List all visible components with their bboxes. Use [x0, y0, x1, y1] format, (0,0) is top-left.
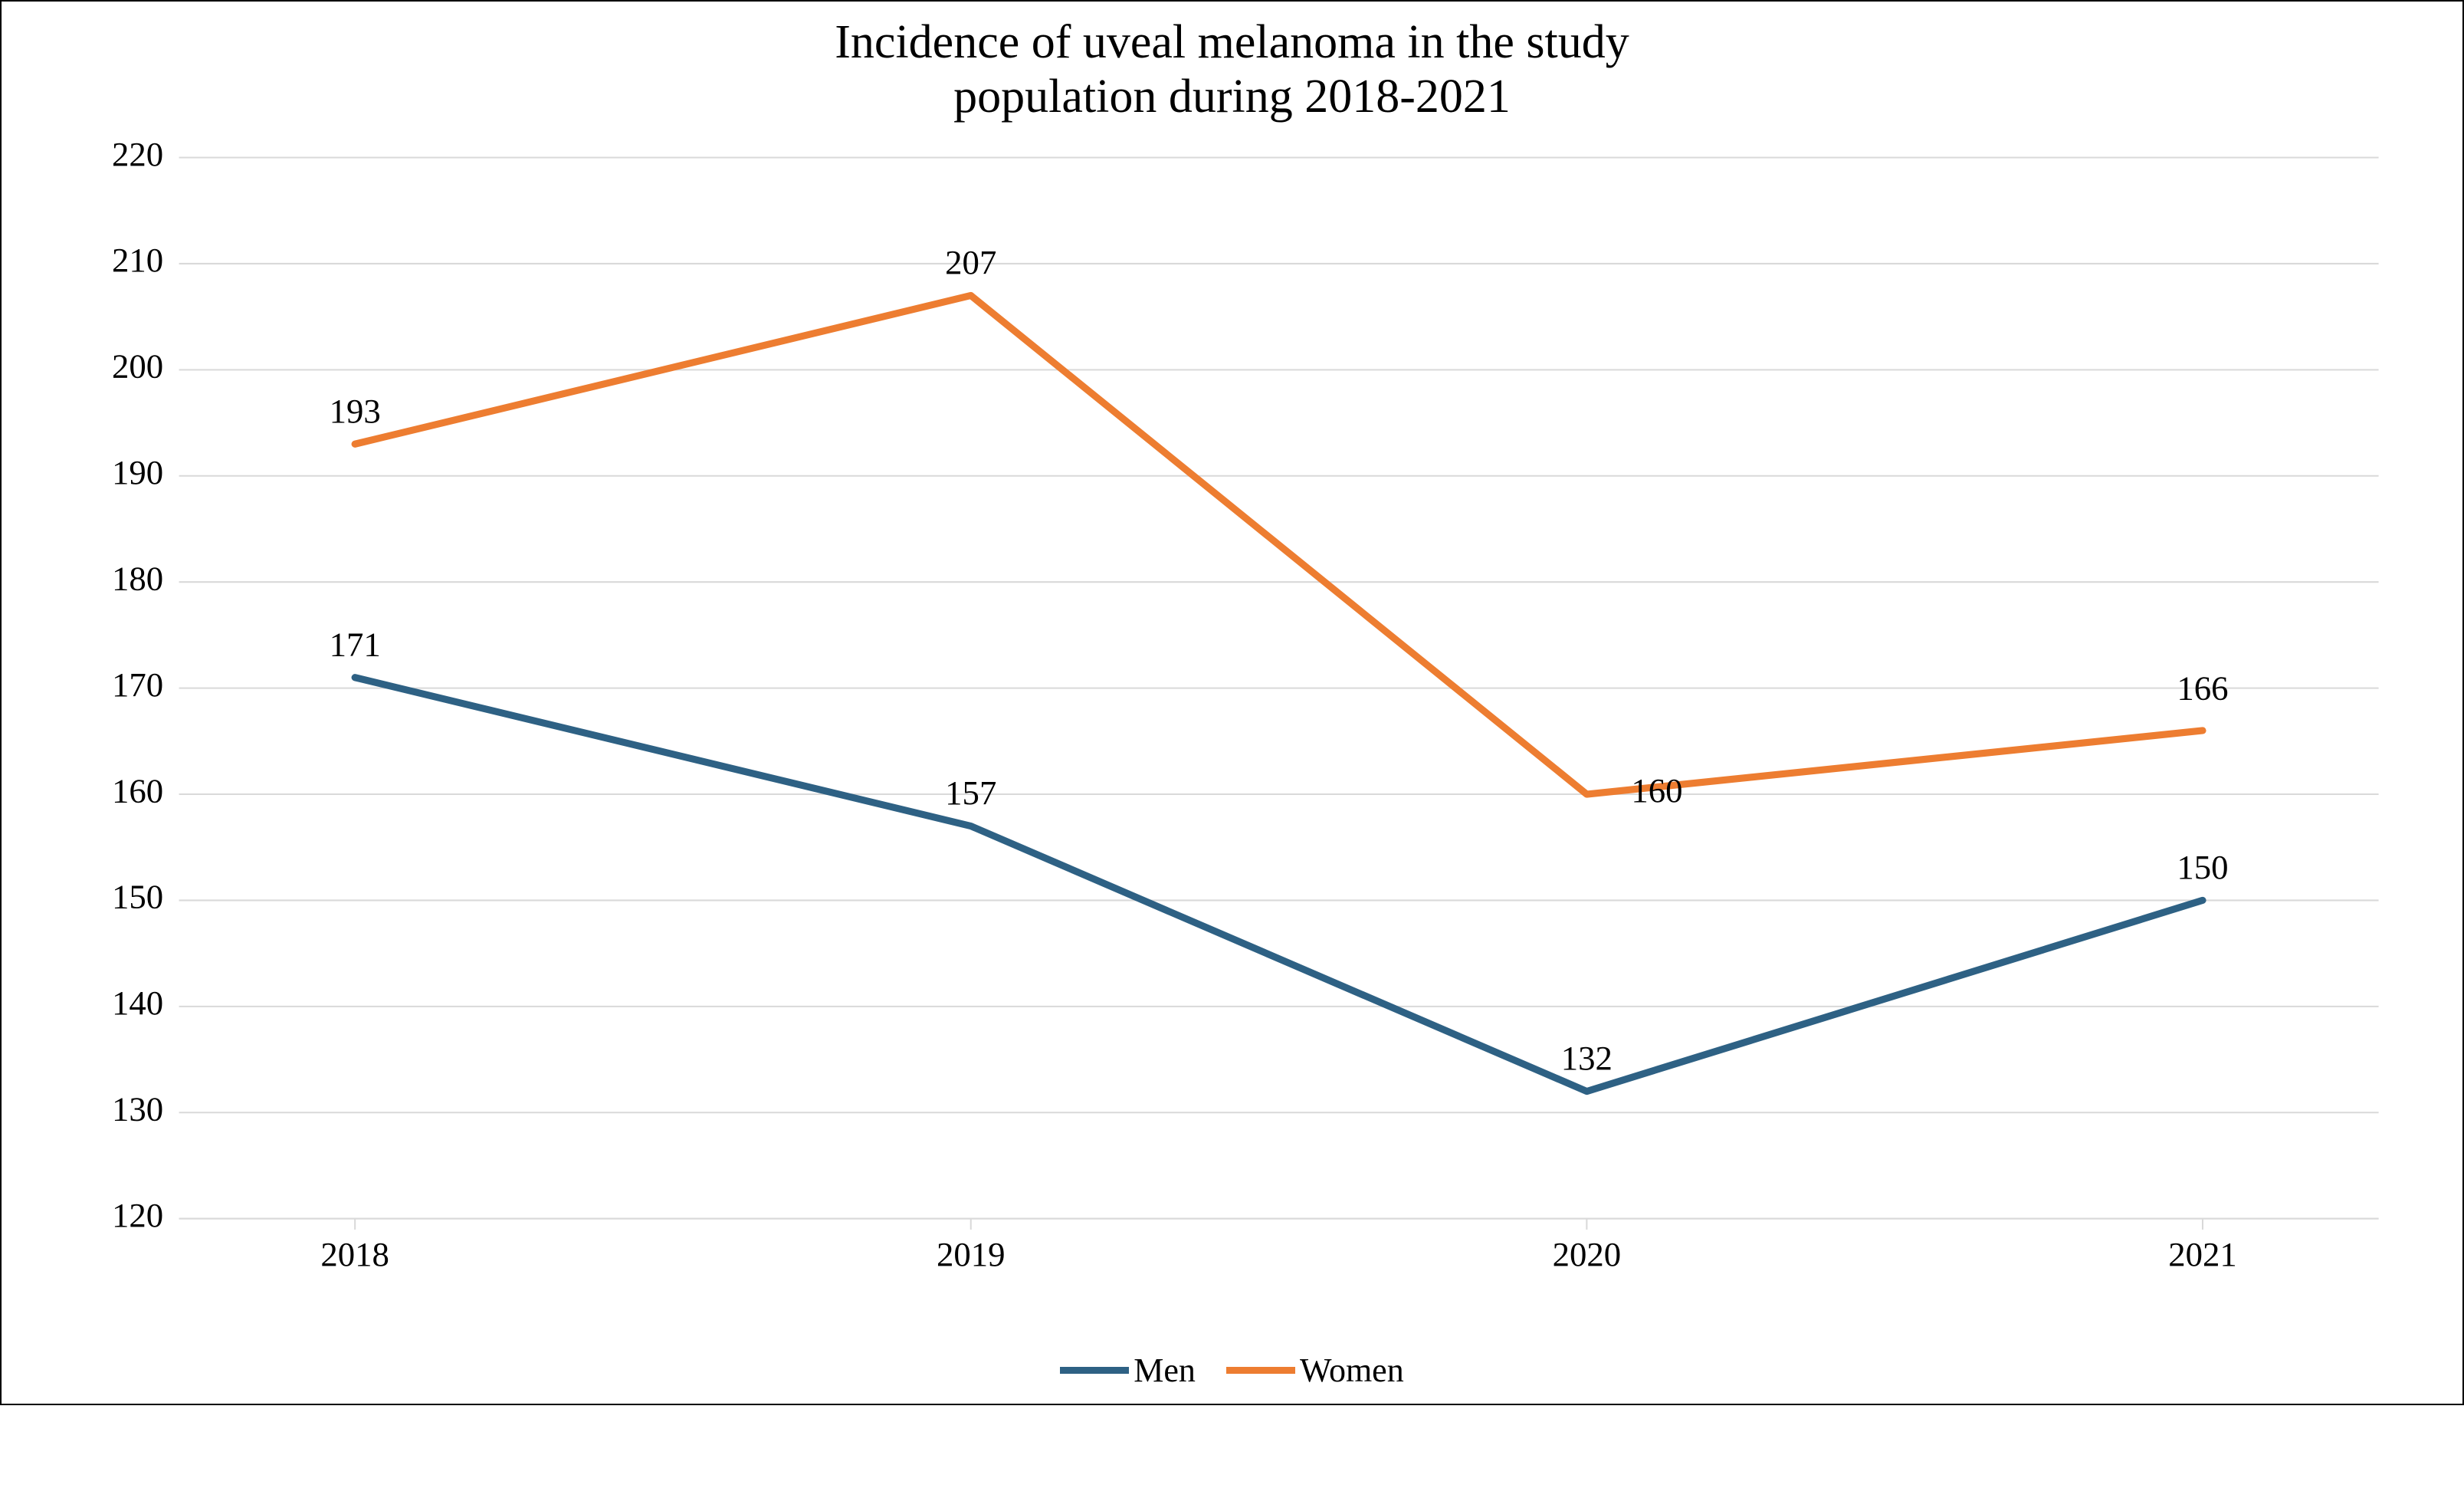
y-tick-label: 200 — [112, 347, 163, 385]
y-tick-label: 210 — [112, 241, 163, 279]
series-line-men — [355, 677, 2203, 1091]
data-label: 150 — [2177, 848, 2228, 886]
data-label: 171 — [330, 625, 381, 663]
data-label: 160 — [1631, 771, 1682, 810]
x-tick-label: 2020 — [1553, 1235, 1622, 1273]
x-tick-label: 2021 — [2168, 1235, 2237, 1273]
chart-title: Incidence of uveal melanoma in the study… — [23, 15, 2441, 125]
y-tick-label: 180 — [112, 559, 163, 597]
y-tick-label: 190 — [112, 453, 163, 491]
data-label: 132 — [1561, 1039, 1613, 1077]
y-tick-label: 220 — [112, 134, 163, 172]
legend: Men Women — [23, 1351, 2441, 1390]
data-label: 157 — [945, 774, 996, 812]
legend-label: Men — [1134, 1351, 1196, 1390]
y-tick-label: 170 — [112, 665, 163, 703]
legend-swatch — [1226, 1367, 1295, 1374]
chart-title-line1: Incidence of uveal melanoma in the study — [835, 16, 1629, 68]
x-tick-label: 2018 — [320, 1235, 389, 1273]
legend-label: Women — [1300, 1351, 1404, 1390]
chart-title-line2: population during 2018-2021 — [953, 71, 1511, 123]
line-chart-svg: 120 130 140 150 160 170 180 190 200 210 220 2018 201… — [23, 134, 2441, 1344]
y-tick-label: 120 — [112, 1196, 163, 1234]
legend-swatch — [1060, 1367, 1129, 1374]
data-label: 207 — [945, 243, 996, 281]
data-label: 193 — [330, 391, 381, 429]
x-tick-label: 2019 — [937, 1235, 1006, 1273]
chart-plot-area: 120 130 140 150 160 170 180 190 200 210 220 2018 201… — [23, 134, 2441, 1344]
data-label: 166 — [2177, 668, 2228, 707]
chart-container: Incidence of uveal melanoma in the study… — [0, 0, 2464, 1405]
y-tick-label: 140 — [112, 984, 163, 1022]
y-tick-label: 130 — [112, 1089, 163, 1128]
y-tick-label: 150 — [112, 877, 163, 915]
legend-item-men: Men — [1060, 1351, 1196, 1390]
legend-item-women: Women — [1226, 1351, 1404, 1390]
y-tick-label: 160 — [112, 771, 163, 810]
